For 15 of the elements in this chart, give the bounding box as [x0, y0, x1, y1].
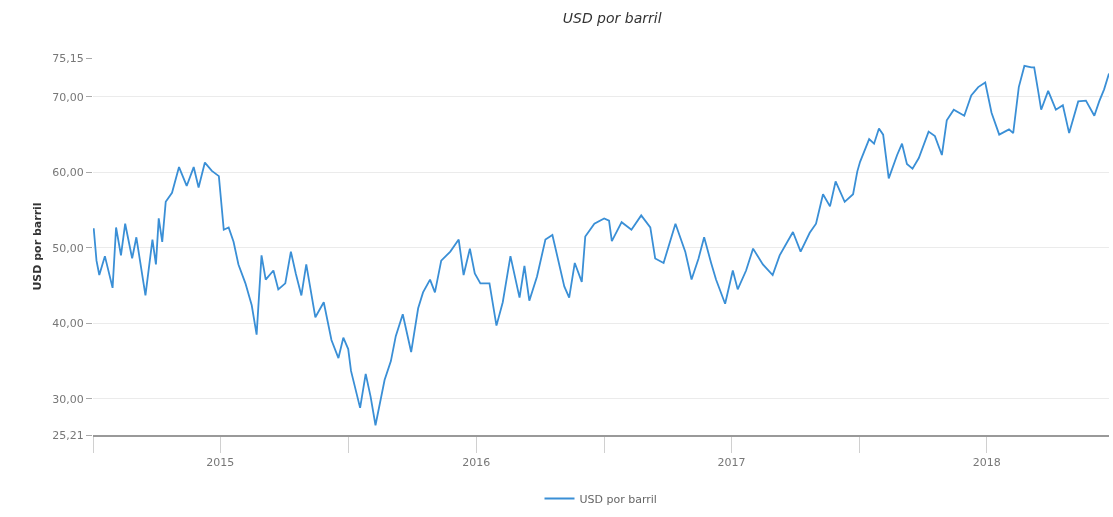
y-tick-label: 40,00	[52, 317, 84, 331]
x-tick-label: 2015	[206, 456, 235, 470]
chart-title: USD por barril	[562, 9, 662, 26]
x-tick-label: 2016	[462, 456, 491, 470]
x-tick-label: 2018	[972, 456, 1001, 470]
y-tick-label: 25,21	[52, 428, 84, 442]
y-tick-label: 70,00	[52, 90, 84, 104]
x-tick-label: 2017	[717, 456, 746, 470]
y-tick-label: 50,00	[52, 241, 84, 255]
y-tick-label: 75,15	[52, 51, 84, 65]
legend-label: USD por barril	[579, 492, 657, 506]
y-tick-label: 60,00	[52, 166, 84, 180]
line-series	[93, 65, 1109, 427]
y-axis-title: USD por barril	[30, 202, 44, 291]
y-tick-label: 30,00	[52, 392, 84, 406]
